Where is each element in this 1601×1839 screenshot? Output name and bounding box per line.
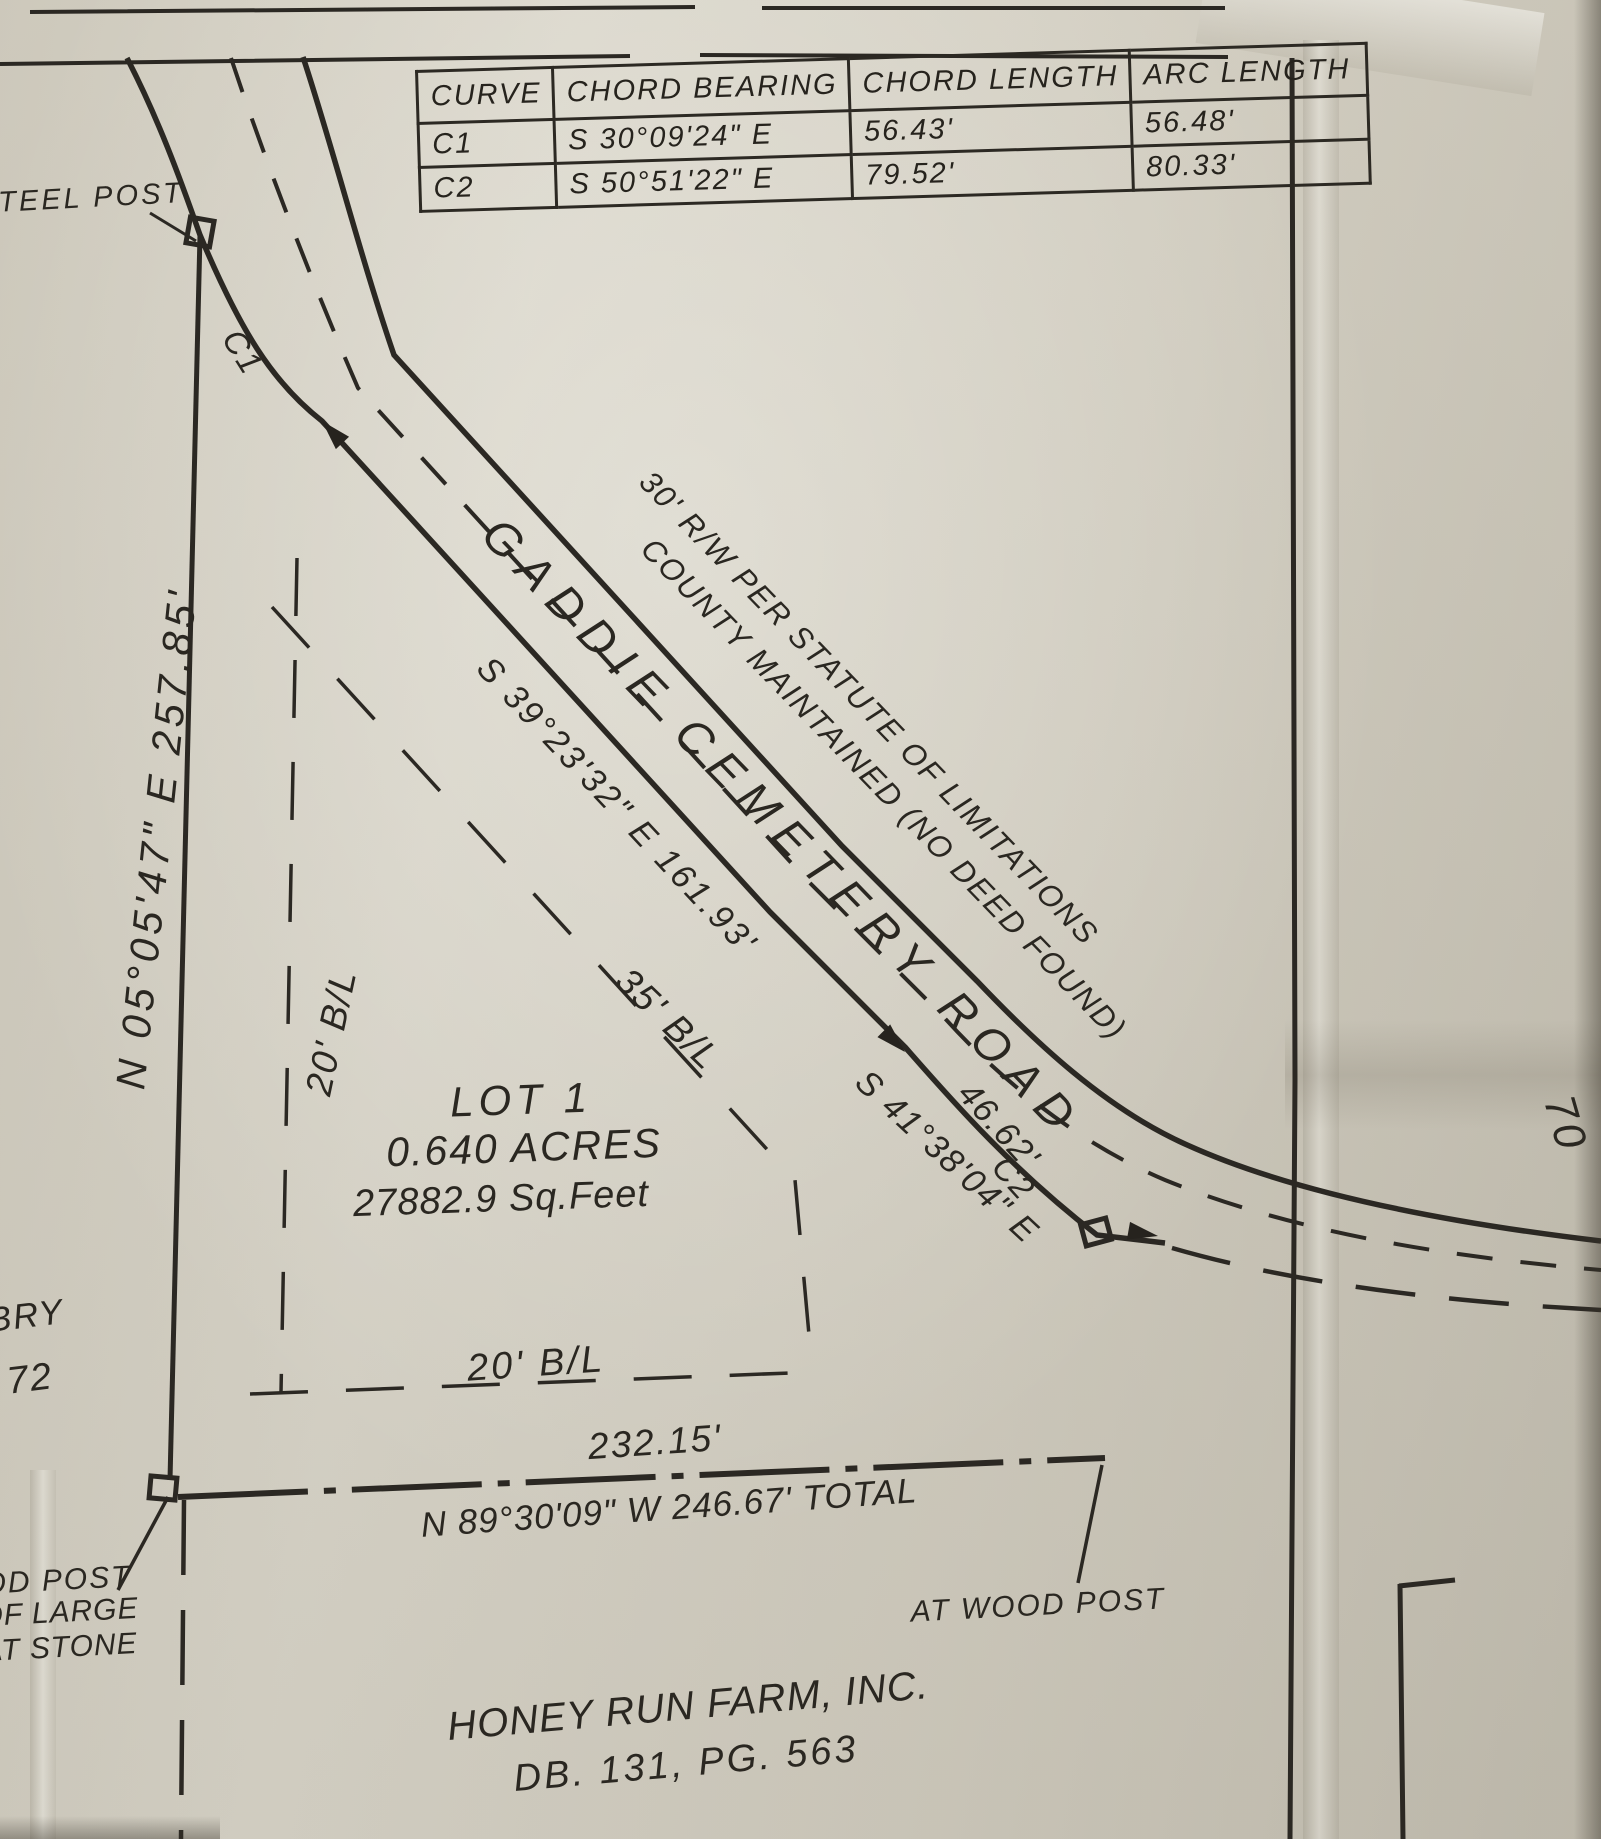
road-upper-edge	[300, 56, 1601, 1244]
boundary-west-extension	[178, 1499, 187, 1839]
road-lower-edge-dashed-continuation	[1171, 1245, 1601, 1313]
sheet-top-border-inner	[0, 53, 1229, 66]
cut-text-bry: BRY	[0, 1291, 67, 1341]
chord-bearing-cell: S 50°51'22" E	[555, 154, 853, 208]
sheet-right-border	[1287, 57, 1298, 1839]
distance-23215-label: 232.15'	[586, 1416, 724, 1468]
boundary-south	[177, 1455, 1106, 1500]
sheet-top-border-outer	[29, 5, 1225, 14]
arrowhead-c1-end	[322, 421, 350, 450]
cut-text-72: 72	[4, 1355, 56, 1403]
wood-post-leader	[1076, 1464, 1104, 1584]
sw-corner-leader	[116, 1496, 170, 1591]
sheet-corner-bottom-right	[1397, 1577, 1456, 1839]
arc-length-cell: 56.48'	[1130, 95, 1369, 147]
curve-table-header-curve: CURVE	[416, 67, 555, 124]
sw-corner-marker	[146, 1473, 180, 1503]
curve-id-cell: C1	[418, 119, 556, 168]
curve-table-header-chord-length: CHORD LENGTH	[848, 50, 1131, 111]
curve-table: CURVE CHORD BEARING CHORD LENGTH ARC LEN…	[415, 42, 1372, 213]
curve-table-header-chord-bearing: CHORD BEARING	[552, 58, 850, 120]
setback-line-west-20	[279, 557, 299, 1393]
boundary-west	[167, 234, 203, 1481]
curve-table-header-arc-length: ARC LENGTH	[1129, 43, 1368, 103]
steel-post-leader	[149, 211, 197, 243]
wood-post-marker	[1077, 1214, 1115, 1250]
steel-post-marker	[183, 214, 217, 250]
lot-number-label: LOT 1	[449, 1073, 593, 1126]
road-centerline	[229, 57, 1601, 1272]
arrowhead-s41-start	[877, 1024, 905, 1052]
curve-id-cell: C2	[419, 163, 557, 212]
setback-south-20-label: 20' B/L	[465, 1338, 607, 1390]
lot-square-feet-label: 27882.9 Sq.Feet	[352, 1172, 650, 1226]
setback-line-road-35	[270, 605, 814, 1369]
arc-length-cell: 80.33'	[1132, 139, 1371, 191]
lot-acreage-label: 0.640 ACRES	[385, 1119, 663, 1176]
road-lower-edge-boundary	[124, 56, 1166, 1246]
chord-length-cell: 79.52'	[851, 146, 1134, 199]
arrowhead-c2-end	[1126, 1221, 1158, 1240]
